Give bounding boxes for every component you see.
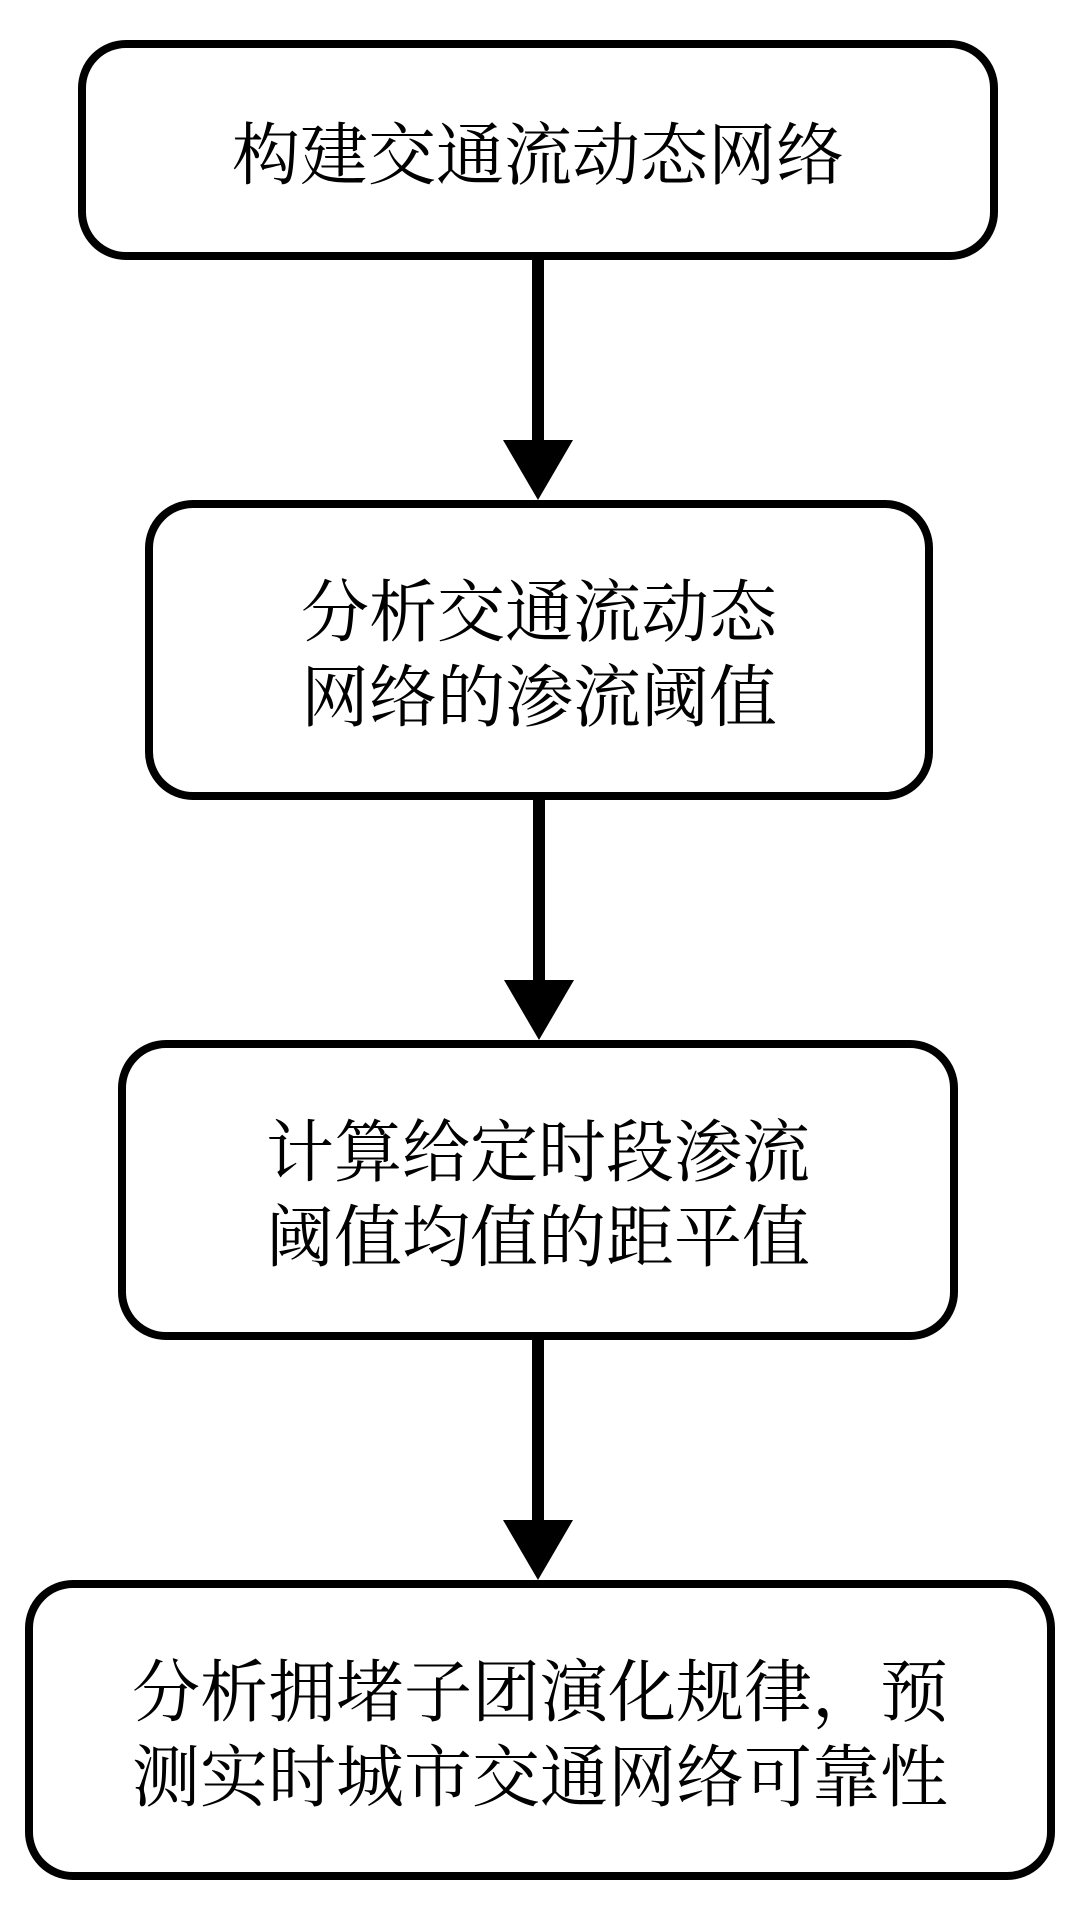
flow-node-step-1: 构建交通流动态网络 [78, 40, 998, 260]
flow-edge-arrowhead [503, 1520, 573, 1580]
flow-edge-arrowhead [503, 440, 573, 500]
flowchart-canvas: 构建交通流动态网络分析交通流动态 网络的渗流阈值计算给定时段渗流 阈值均值的距平… [0, 0, 1071, 1931]
flow-node-step-3: 计算给定时段渗流 阈值均值的距平值 [118, 1040, 958, 1340]
flow-edge-arrowhead [504, 980, 574, 1040]
flow-node-step-4: 分析拥堵子团演化规律，预 测实时城市交通网络可靠性 [25, 1580, 1055, 1880]
flow-node-step-2: 分析交通流动态 网络的渗流阈值 [145, 500, 933, 800]
